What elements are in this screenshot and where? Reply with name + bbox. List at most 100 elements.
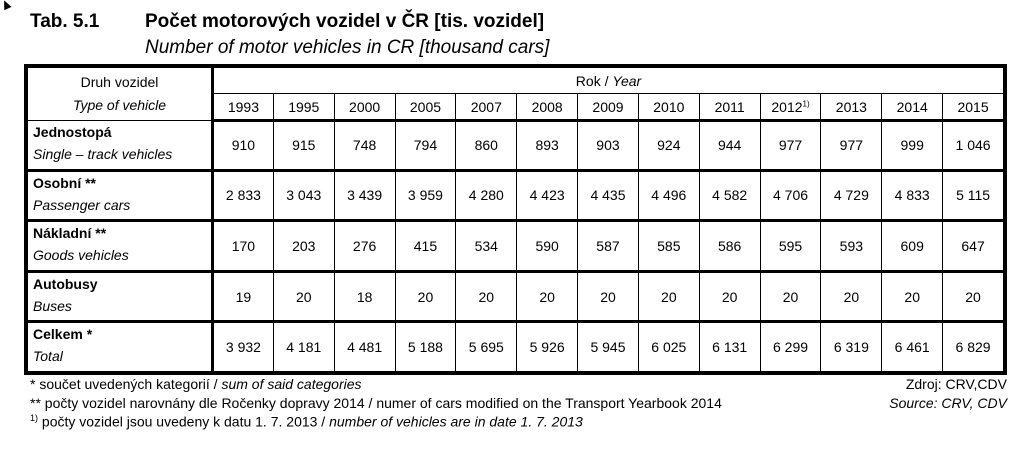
value-cell: 590 (516, 220, 579, 273)
header-type-cz: Druh vozidel (80, 74, 159, 90)
value-cell: 20 (637, 270, 700, 324)
title-cz: Počet motorových vozidel v ČR [tis. vozi… (145, 11, 545, 32)
data-table: Druh vozidel Type of vehicle Rok / Year … (27, 67, 1004, 372)
footnote-3-en: number of vehicles are in date 1. 7. 201… (329, 413, 583, 430)
header-year-en: Year (612, 72, 642, 89)
value-cell: 20 (698, 270, 761, 324)
value-cell: 915 (272, 120, 335, 172)
header-year-cz: Rok / (575, 72, 609, 89)
value-cell: 4 481 (333, 321, 396, 372)
header-type-of-vehicle: Druh vozidel Type of vehicle (27, 67, 214, 121)
value-cell: 6 319 (820, 321, 883, 372)
vehicle-type-cz: Osobní ** (33, 174, 97, 191)
table-row: Celkem * Total 3 932 4 181 4 481 5 188 5 695 5 … (27, 321, 1004, 372)
value-cell: 276 (333, 220, 396, 273)
vehicle-type-cell: Osobní ** Passenger cars (27, 169, 214, 223)
year-header-2008: 2008 (516, 93, 579, 122)
year-header-2005: 2005 (394, 93, 457, 122)
year-header-2014: 2014 (881, 93, 944, 122)
year-header-2012: 20121) (759, 93, 822, 122)
vehicle-type-cz: Nákladní ** (33, 225, 107, 242)
value-cell: 3 439 (333, 169, 396, 223)
value-cell: 977 (820, 120, 883, 172)
vehicle-type-en: Goods vehicles (33, 247, 129, 264)
mouse-cursor-icon (0, 0, 12, 11)
value-cell: 20 (881, 270, 944, 324)
year-header-2011: 2011 (698, 93, 761, 122)
value-cell: 6 025 (637, 321, 700, 372)
year-note-mark: 1) (802, 98, 810, 108)
value-cell: 1 046 (942, 120, 1004, 172)
header-type-en: Type of vehicle (72, 97, 167, 113)
value-cell: 5 945 (577, 321, 639, 372)
source-en: Source: CRV, CDV (889, 395, 1007, 411)
year-header-2000: 2000 (333, 93, 396, 122)
value-cell: 4 423 (516, 169, 579, 223)
source-cz: Zdroj: CRV,CDV (905, 376, 1007, 392)
value-cell: 893 (516, 120, 579, 172)
value-cell: 5 926 (516, 321, 579, 372)
value-cell: 20 (759, 270, 822, 324)
value-cell: 585 (637, 220, 700, 273)
vehicle-type-cz: Celkem * (33, 326, 93, 343)
value-cell: 587 (577, 220, 639, 273)
value-cell: 20 (820, 270, 883, 324)
value-cell: 977 (759, 120, 822, 172)
vehicle-type-cell: Nákladní ** Goods vehicles (27, 220, 214, 273)
year-header-2015: 2015 (942, 93, 1004, 122)
vehicle-type-cell: Autobusy Buses (27, 270, 214, 324)
value-cell: 609 (881, 220, 944, 273)
value-cell: 4 582 (698, 169, 761, 223)
year-header-2013: 2013 (820, 93, 883, 122)
footnote-2: ** počty vozidel narovnány dle Ročenky d… (30, 395, 722, 411)
value-cell: 5 115 (942, 169, 1004, 223)
value-cell: 20 (272, 270, 335, 324)
value-cell: 4 729 (820, 169, 883, 223)
value-cell: 6 829 (942, 321, 1004, 372)
value-cell: 4 280 (455, 169, 518, 223)
value-cell: 999 (881, 120, 944, 172)
vehicle-type-en: Single – track vehicles (33, 146, 173, 162)
footnote-3-mark: 1) (30, 413, 39, 423)
value-cell: 415 (394, 220, 457, 273)
value-cell: 5 188 (394, 321, 457, 372)
value-cell: 6 461 (881, 321, 944, 372)
table-row: Autobusy Buses 19 20 18 20 20 20 20 20 20 20 20 20 20 (27, 270, 1004, 324)
value-cell: 20 (577, 270, 639, 324)
value-cell: 586 (698, 220, 761, 273)
year-header-2007: 2007 (455, 93, 518, 122)
value-cell: 6 131 (698, 321, 761, 372)
value-cell: 595 (759, 220, 822, 273)
footnote-1-cz: * součet uvedených kategorií / (30, 376, 218, 392)
vehicle-type-cell: Jednostopá Single – track vehicles (27, 120, 214, 172)
value-cell: 18 (333, 270, 396, 324)
year-header-2009: 2009 (577, 93, 639, 122)
vehicle-type-cz: Jednostopá (33, 124, 112, 140)
vehicle-type-cz: Autobusy (33, 275, 98, 292)
value-cell: 3 043 (272, 169, 335, 223)
value-cell: 3 959 (394, 169, 457, 223)
table-row: Jednostopá Single – track vehicles 910 915 7… (27, 120, 1004, 172)
year-header-1993: 1993 (212, 93, 274, 122)
value-cell: 910 (212, 120, 274, 172)
value-cell: 794 (394, 120, 457, 172)
value-cell: 748 (333, 120, 396, 172)
value-cell: 4 496 (637, 169, 700, 223)
value-cell: 944 (698, 120, 761, 172)
value-cell: 20 (942, 270, 1004, 324)
footnote-1-en: sum of said categories (221, 376, 362, 392)
footnote-3: 1) počty vozidel jsou uvedeny k datu 1. … (30, 413, 583, 430)
value-cell: 19 (212, 270, 274, 324)
footnote-1: * součet uvedených kategorií / sum of sa… (30, 376, 362, 392)
value-cell: 2 833 (212, 169, 274, 223)
table-row: Nákladní ** Goods vehicles 170 203 276 415 534… (27, 220, 1004, 273)
value-cell: 4 706 (759, 169, 822, 223)
value-cell: 20 (394, 270, 457, 324)
value-cell: 4 833 (881, 169, 944, 223)
vehicle-type-en: Total (33, 348, 63, 365)
title-en: Number of motor vehicles in CR [thousand… (145, 37, 550, 58)
vehicle-type-en: Passenger cars (33, 196, 131, 213)
value-cell: 20 (455, 270, 518, 324)
value-cell: 647 (942, 220, 1004, 273)
value-cell: 903 (577, 120, 639, 172)
